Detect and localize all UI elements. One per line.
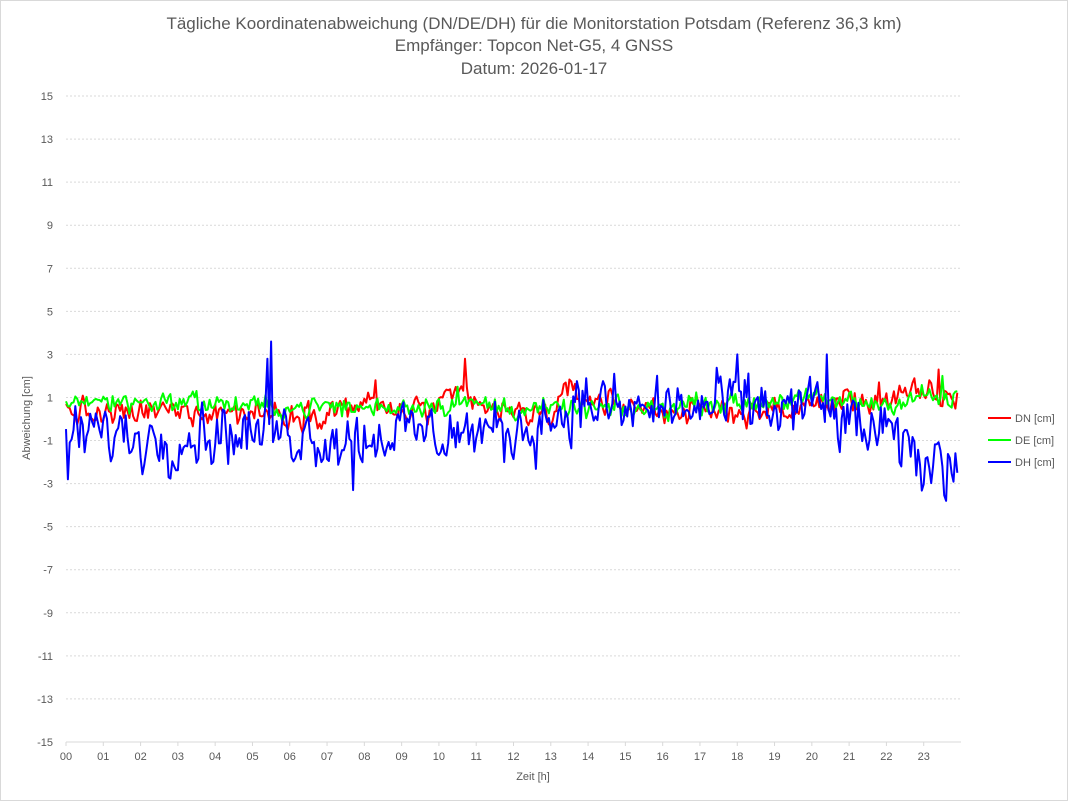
x-tick-label: 02 [134,751,146,763]
y-tick-label: 5 [47,306,53,318]
legend: DN [cm] DE [cm] DH [cm] [988,413,1055,469]
x-tick-label: 14 [582,751,594,763]
x-tick-label: 06 [284,751,296,763]
x-tick-label: 00 [60,751,72,763]
x-tick-label: 16 [657,751,669,763]
y-tick-label: -13 [37,694,53,706]
x-axis-title: Zeit [h] [516,771,550,783]
x-tick-label: 13 [545,751,557,763]
y-axis-title: Abweichung [cm] [21,376,33,460]
x-tick-label: 19 [768,751,780,763]
y-tick-label: -9 [43,608,53,620]
y-tick-label: 15 [41,91,53,103]
x-tick-label: 11 [470,751,481,763]
x-tick-label: 01 [97,751,109,763]
y-tick-label: 13 [41,134,53,146]
data-series [65,340,959,502]
y-tick-label: 3 [47,349,53,361]
y-tick-label: 7 [47,263,53,275]
series-line-de [65,374,958,423]
legend-label-de: DE [cm] [1015,435,1054,447]
x-axis-tick-labels: 00 01 02 03 04 05 06 07 08 09 10 11 12 13 14 15 16 17 18 19… [60,742,930,763]
y-axis-tick-labels: 15 13 11 9 7 5 3 1 -1 -3 -5 -7 -9 -11 -13 -15 [37,91,53,749]
x-tick-label: 18 [731,751,743,763]
y-tick-label: 11 [42,177,53,189]
x-tick-label: 15 [619,751,631,763]
chart-title-line-3: Datum: 2026-01-17 [461,59,607,78]
y-tick-label: 1 [47,392,53,404]
x-tick-label: 07 [321,751,333,763]
y-tick-label: -7 [43,565,53,577]
x-tick-label: 05 [246,751,258,763]
y-tick-label: -15 [37,737,53,749]
chart-title: Tägliche Koordinatenabweichung (DN/DE/DH… [166,14,901,78]
x-tick-label: 12 [507,751,519,763]
y-tick-label: -1 [43,436,53,448]
y-tick-label: -11 [38,651,53,663]
x-tick-label: 23 [918,751,930,763]
y-tick-label: -5 [43,522,53,534]
x-tick-label: 20 [806,751,818,763]
x-tick-label: 09 [396,751,408,763]
chart-title-line-2: Empfänger: Topcon Net-G5, 4 GNSS [395,36,673,55]
series-line-dh [65,340,959,502]
x-tick-label: 04 [209,751,221,763]
y-tick-label: 9 [47,220,53,232]
legend-label-dn: DN [cm] [1015,413,1055,425]
x-tick-label: 08 [358,751,370,763]
legend-label-dh: DH [cm] [1015,457,1055,469]
y-tick-label: -3 [43,479,53,491]
chart-title-line-1: Tägliche Koordinatenabweichung (DN/DE/DH… [166,14,901,33]
x-tick-label: 03 [172,751,184,763]
x-tick-label: 17 [694,751,706,763]
x-tick-label: 22 [880,751,892,763]
x-tick-label: 21 [843,751,855,763]
x-tick-label: 10 [433,751,445,763]
